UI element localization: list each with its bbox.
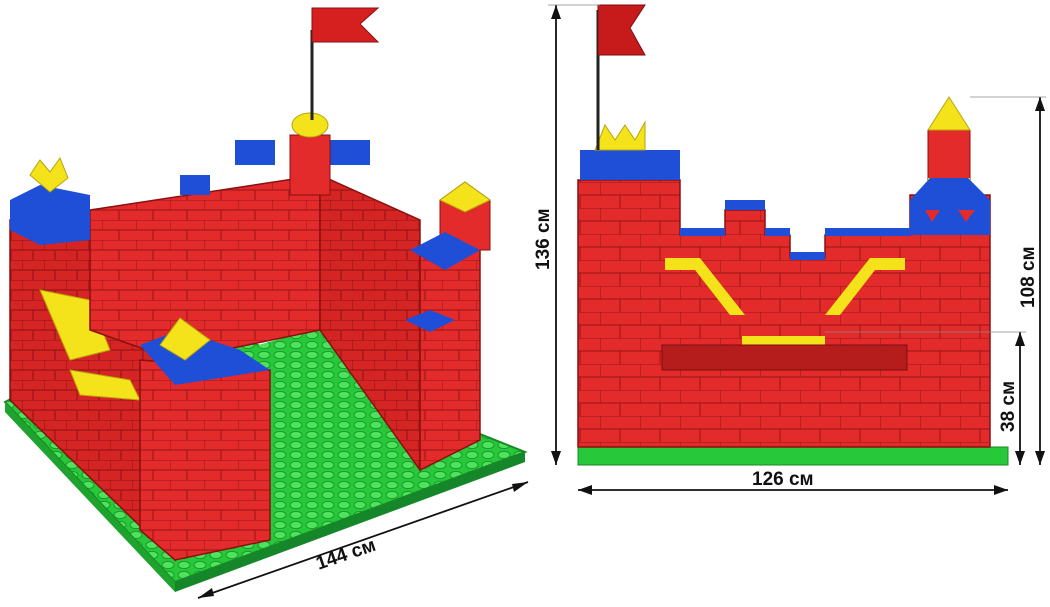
left-back-tower (10, 156, 90, 245)
door-height-dimension: 38 см (825, 331, 1026, 465)
right-corner-block (405, 310, 455, 332)
width-label: 126 см (752, 469, 814, 490)
tower-height-label: 108 см (1018, 246, 1039, 308)
width-dimension: 126 см (578, 469, 1008, 495)
yellow-window-trim (665, 258, 905, 346)
front-base (577, 446, 1009, 466)
left-crown (594, 120, 646, 151)
front-flag (596, 4, 646, 150)
right-wall (319, 173, 481, 473)
right-back-tower (410, 181, 491, 270)
front-wall (577, 150, 991, 448)
flag (311, 7, 380, 43)
height-dimension: 136 см (533, 4, 600, 465)
right-tower (910, 96, 990, 235)
back-wall (89, 140, 370, 361)
central-tower (289, 7, 380, 196)
height-label: 136 см (533, 208, 554, 270)
tower-height-dimension: 108 см (970, 96, 1046, 465)
door-height-label: 38 см (998, 381, 1019, 432)
gate-strip (661, 344, 908, 371)
front-tower (139, 317, 271, 561)
